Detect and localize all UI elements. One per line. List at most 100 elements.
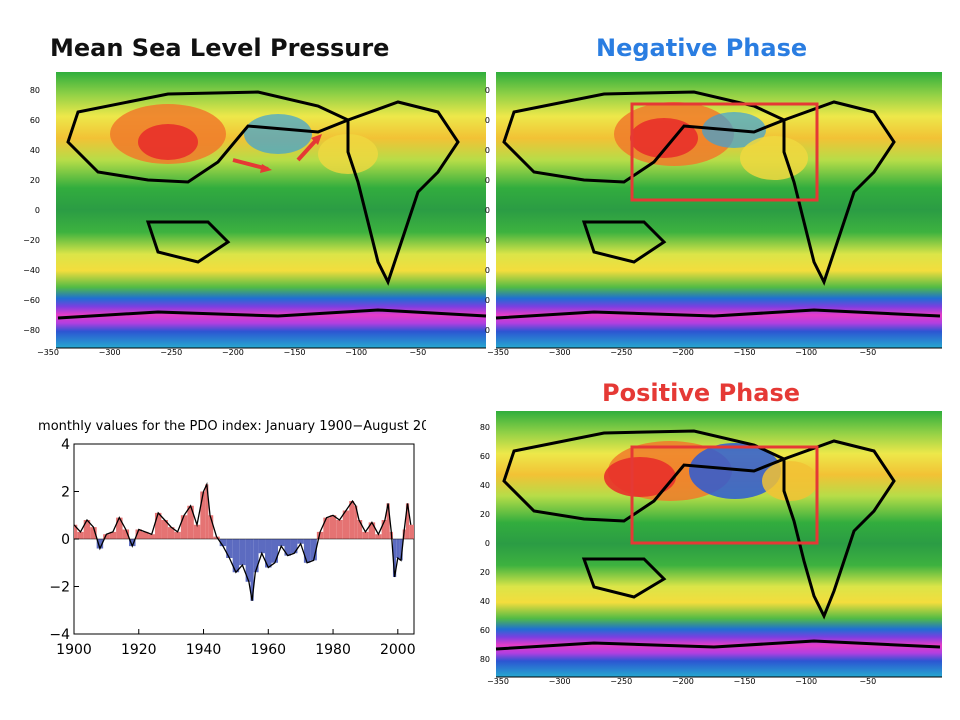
pdo-bar <box>316 531 324 539</box>
pdo-line <box>73 481 414 601</box>
lat-tick-label: 0 <box>485 206 490 215</box>
americas-coast <box>346 100 460 286</box>
lon-tick-label: −300 <box>549 677 571 686</box>
y-tick-label: 4 <box>61 437 70 453</box>
lon-tick-labels: −350 −300 −250 −200 −150 −100 −50 <box>487 677 876 686</box>
americas-coast <box>782 100 896 286</box>
pdo-bar <box>122 529 130 539</box>
lat-tick-label: 20 <box>30 176 40 185</box>
y-tick-label: 2 <box>61 485 70 501</box>
lat-tick-label: 80 <box>30 86 40 95</box>
y-tick-label: −4 <box>49 627 70 643</box>
y-tick-label: 0 <box>61 532 70 548</box>
pdo-bar <box>284 539 291 556</box>
x-tick-label: 1960 <box>250 642 286 658</box>
pdo-bar <box>354 505 358 539</box>
arrow-head-2 <box>311 134 322 145</box>
pdo-bar <box>265 539 272 568</box>
pdo-bar <box>74 524 78 539</box>
lon-tick-label: −250 <box>610 348 632 357</box>
pdo-bar <box>245 539 251 582</box>
pdo-bar <box>167 527 175 539</box>
negative-phase-map: 0 0 0 0 0 0 0 0 0 −350 −300 −250 −200 −150 −100 −50 <box>485 72 942 357</box>
asia-coast <box>502 90 788 184</box>
lat-tick-label: −80 <box>23 326 40 335</box>
lat-tick-label: −60 <box>480 626 490 635</box>
pdo-bar <box>381 520 387 539</box>
pdo-bar <box>116 517 123 539</box>
antarctic-coast <box>495 308 941 320</box>
pdo-series-line <box>73 481 412 601</box>
pacific-high <box>740 136 808 180</box>
lon-tick-label: −350 <box>487 677 509 686</box>
pdo-bar <box>180 515 188 539</box>
highlight-box <box>630 102 819 202</box>
pdo-bar <box>368 522 376 539</box>
lat-tick-label: −40 <box>480 597 490 606</box>
pdo-bar <box>357 520 363 539</box>
pdo-bar <box>174 531 181 539</box>
arrow-line-2 <box>296 136 320 162</box>
pdo-bar <box>103 534 110 539</box>
pdo-bar <box>329 515 337 539</box>
lat-tick-label: 20 <box>480 510 490 519</box>
pdo-chart: monthly values for the PDO index: Januar… <box>38 419 426 658</box>
lon-tick-label: −250 <box>610 677 632 686</box>
asia-coast <box>502 429 788 523</box>
lon-tick-label: −50 <box>409 348 426 357</box>
pdo-bar <box>290 539 298 554</box>
pdo-bar <box>409 524 414 539</box>
lat-tick-label: −20 <box>23 236 40 245</box>
lon-tick-label: −300 <box>549 348 571 357</box>
pdo-bar <box>109 531 117 539</box>
pdo-bar <box>129 539 136 547</box>
pdo-bar <box>278 539 285 547</box>
lon-tick-label: −150 <box>734 677 756 686</box>
x-tick-label: 1940 <box>186 642 222 658</box>
pdo-bar <box>232 539 240 573</box>
americas-coast <box>782 439 896 620</box>
lat-tick-label: 0 <box>485 539 490 548</box>
pdo-bar <box>77 531 84 539</box>
title-mean-sea-level-pressure: Mean Sea Level Pressure <box>50 34 390 62</box>
pdo-bar <box>310 539 317 561</box>
lat-tick-label: 40 <box>30 146 40 155</box>
lon-tick-label: −300 <box>99 348 121 357</box>
pdo-bar <box>405 503 410 539</box>
pdo-bar <box>135 529 142 539</box>
lat-tick-label: −80 <box>480 655 490 664</box>
lat-tick-label: −40 <box>23 266 40 275</box>
pdo-bar <box>148 534 155 539</box>
lon-tick-label: −200 <box>672 677 694 686</box>
lon-tick-label: −50 <box>859 677 876 686</box>
lon-tick-label: −150 <box>734 348 756 357</box>
pdo-bar <box>213 536 220 539</box>
lat-tick-labels: 80 60 40 20 0 −20 −40 −60 −80 <box>23 86 40 335</box>
aleutian-low <box>689 443 781 499</box>
lon-tick-label: −100 <box>345 348 367 357</box>
pdo-bar <box>154 512 162 539</box>
map-field <box>56 72 486 348</box>
lon-tick-label: −250 <box>160 348 182 357</box>
pdo-bar <box>253 539 259 573</box>
pdo-bar <box>392 539 397 577</box>
y-tick-label: −2 <box>49 580 70 596</box>
pdo-bar <box>297 539 304 544</box>
antarctic-coast <box>57 308 487 320</box>
australia-coast <box>581 220 667 264</box>
australia-coast <box>145 220 231 264</box>
antarctic-coast <box>495 639 941 651</box>
pdo-bar <box>396 539 400 558</box>
lon-tick-labels: −350 −300 −250 −200 −150 −100 −50 <box>487 348 876 357</box>
lon-tick-label: −200 <box>672 348 694 357</box>
title-positive-phase: Positive Phase <box>602 379 800 407</box>
positive-phase-map: 80 60 40 20 0 −20 −40 −60 −80 −350 −300 −250 −200 −1… <box>480 411 942 686</box>
pdo-bar <box>303 539 311 563</box>
lat-tick-label: 60 <box>480 452 490 461</box>
pdo-bar <box>239 539 246 566</box>
lat-tick-label: −20 <box>480 568 490 577</box>
pdo-bar <box>187 505 194 539</box>
pdo-bar <box>193 524 201 539</box>
pdo-bar <box>250 539 254 601</box>
lon-tick-label: −350 <box>487 348 509 357</box>
